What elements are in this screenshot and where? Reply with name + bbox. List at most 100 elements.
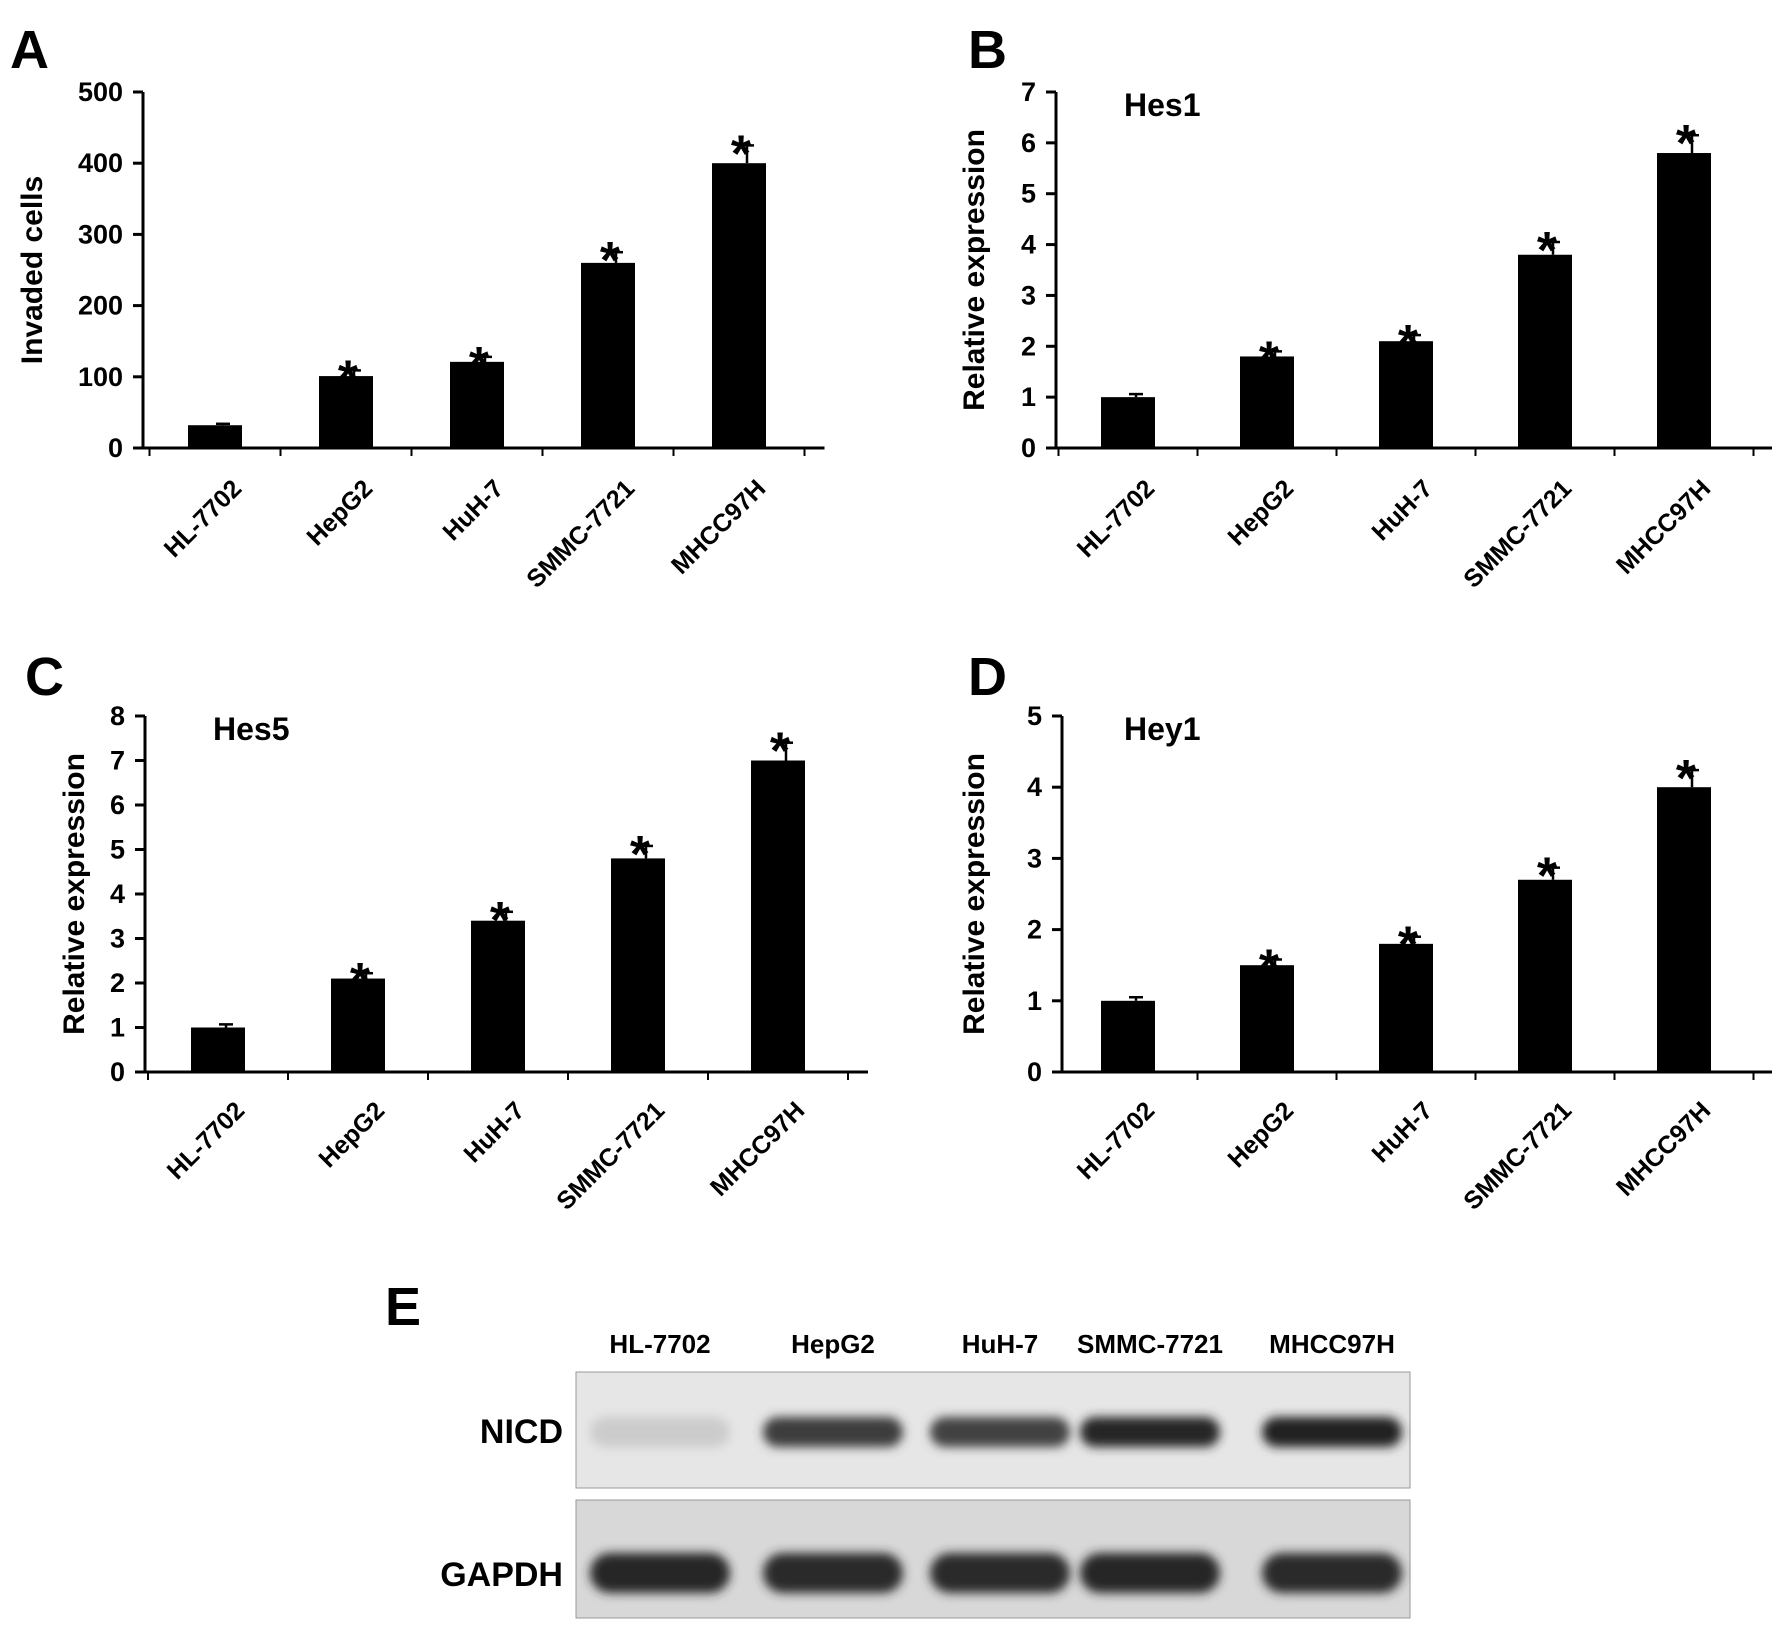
bar: [319, 376, 373, 448]
chart-panel-d: D 0 1 2 3 4 5 Relative expression Hey1 HL-7702 * He…: [958, 647, 1772, 1215]
significance-star: *: [1676, 115, 1697, 173]
chart-panel-a: A 0 100 200 300 400 500 Invaded cells HL-7702 * He…: [10, 20, 825, 593]
y-tick-label: 0: [1027, 1057, 1042, 1087]
bar: [1240, 356, 1294, 448]
bar: [1518, 254, 1572, 448]
significance-star: *: [1259, 331, 1280, 389]
x-tick-label: SMMC-7721: [521, 474, 640, 593]
bar: [1657, 153, 1711, 448]
blot-band: [1262, 1417, 1402, 1447]
significance-star: *: [1398, 315, 1419, 373]
y-axis-label: Invaded cells: [16, 176, 49, 364]
blot-row-label: NICD: [480, 1413, 563, 1451]
bar: [188, 425, 242, 448]
y-tick-label: 100: [78, 362, 123, 392]
panel-title: Hey1: [1124, 711, 1201, 747]
chart-panel-c: C 0 1 2 3 4 5 6 7 8 Relative expression Hes5 HL-7702…: [25, 647, 868, 1215]
x-tick-label: HL-7702: [162, 1096, 251, 1185]
y-tick-label: 300: [78, 219, 123, 249]
bar: [751, 760, 805, 1072]
y-tick-label: 3: [110, 924, 125, 954]
x-tick-label: SMMC-7721: [1458, 1096, 1577, 1215]
x-tick-label: HuH-7: [1366, 474, 1438, 546]
y-tick-label: 2: [1027, 915, 1042, 945]
y-tick-label: 0: [1021, 433, 1036, 463]
x-tick-label: MHCC97H: [705, 1096, 810, 1201]
lane-label: HepG2: [791, 1329, 875, 1359]
significance-star: *: [770, 723, 791, 781]
bar: [581, 262, 635, 448]
y-tick-label: 0: [108, 433, 123, 463]
x-tick-label: HepG2: [313, 1096, 390, 1173]
y-tick-label: 4: [1021, 230, 1036, 260]
blot-row-label: GAPDH: [440, 1556, 563, 1594]
panel-letter: E: [385, 1277, 421, 1337]
bar: [712, 163, 766, 448]
x-tick-label: HepG2: [301, 474, 378, 551]
x-tick-label: SMMC-7721: [551, 1096, 670, 1215]
x-tick-label: HuH-7: [437, 474, 509, 546]
bar: [1518, 879, 1572, 1072]
lane-label: SMMC-7721: [1077, 1329, 1223, 1359]
blot-band: [1080, 1417, 1220, 1447]
lane-label: HL-7702: [609, 1329, 710, 1359]
panel-title: Hes5: [213, 711, 290, 747]
bar: [1240, 965, 1294, 1072]
y-tick-label: 7: [110, 746, 125, 776]
blot-band: [1262, 1553, 1402, 1593]
blot-band: [1080, 1553, 1220, 1593]
x-tick-label: MHCC97H: [666, 474, 771, 579]
y-tick-label: 5: [1021, 179, 1036, 209]
significance-star: *: [469, 337, 490, 395]
significance-star: *: [490, 892, 511, 950]
y-tick-label: 400: [78, 148, 123, 178]
y-tick-label: 3: [1021, 280, 1036, 310]
y-tick-label: 6: [1021, 128, 1036, 158]
panel-letter: D: [968, 647, 1007, 707]
significance-star: *: [1398, 917, 1419, 975]
bar: [1101, 397, 1155, 448]
significance-star: *: [1537, 848, 1558, 906]
bar: [1379, 341, 1433, 448]
significance-star: *: [1537, 222, 1558, 280]
bar: [1657, 787, 1711, 1072]
y-tick-label: 6: [110, 790, 125, 820]
y-tick-label: 0: [110, 1057, 125, 1087]
lane-label: HuH-7: [962, 1329, 1039, 1359]
y-tick-label: 4: [110, 879, 125, 909]
y-tick-label: 200: [78, 291, 123, 321]
x-tick-label: SMMC-7721: [1458, 474, 1577, 593]
bar: [471, 920, 525, 1072]
lane-label: MHCC97H: [1269, 1329, 1395, 1359]
x-tick-label: HL-7702: [159, 474, 248, 563]
significance-star: *: [350, 953, 371, 1011]
bar: [611, 858, 665, 1072]
chart-panel-b: B 0 1 2 3 4 5 6 7 Relative expression Hes1 HL-7702 *…: [958, 20, 1772, 593]
bar: [1101, 1000, 1155, 1072]
panel-title: Hes1: [1124, 87, 1201, 123]
y-tick-label: 3: [1027, 843, 1042, 873]
significance-star: *: [1259, 940, 1280, 998]
panel-letter: C: [25, 647, 64, 707]
bar: [331, 978, 385, 1072]
significance-star: *: [338, 350, 359, 408]
y-axis-label: Relative expression: [958, 129, 991, 411]
blot-band: [590, 1417, 730, 1447]
y-tick-label: 7: [1021, 77, 1036, 107]
y-tick-label: 8: [110, 701, 125, 731]
blot-band: [930, 1553, 1070, 1593]
x-tick-label: HL-7702: [1072, 1096, 1161, 1185]
significance-star: *: [600, 232, 621, 290]
blot-band: [763, 1417, 903, 1447]
panel-letter: A: [10, 20, 49, 80]
significance-star: *: [1676, 750, 1697, 808]
blot-band: [590, 1553, 730, 1593]
significance-star: *: [731, 125, 752, 183]
panel-letter: B: [968, 20, 1007, 80]
y-tick-label: 1: [1021, 382, 1036, 412]
bar: [450, 361, 504, 448]
y-tick-label: 500: [78, 77, 123, 107]
y-tick-label: 1: [1027, 986, 1042, 1016]
x-tick-label: HL-7702: [1072, 474, 1161, 563]
